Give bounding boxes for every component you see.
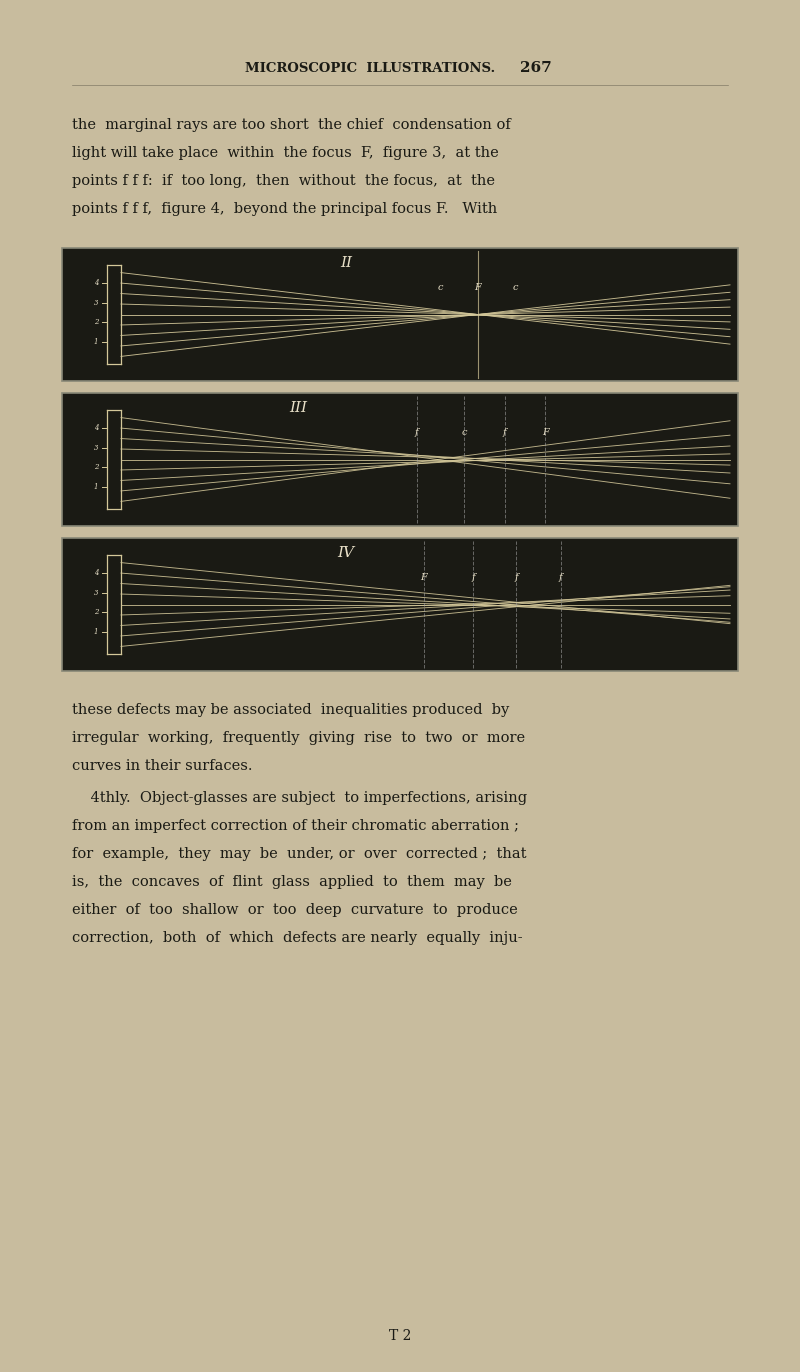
Text: F: F <box>474 284 481 292</box>
Text: 3: 3 <box>94 443 98 451</box>
Text: 1: 1 <box>94 339 98 347</box>
Text: 3: 3 <box>94 299 98 306</box>
Text: 267: 267 <box>520 60 552 75</box>
Text: 4: 4 <box>94 424 98 432</box>
Text: either  of  too  shallow  or  too  deep  curvature  to  produce: either of too shallow or too deep curvat… <box>72 903 518 916</box>
Text: f: f <box>514 573 518 582</box>
Text: light will take place  within  the focus  F,  figure 3,  at the: light will take place within the focus F… <box>72 145 498 161</box>
Text: f: f <box>559 573 562 582</box>
Text: 4: 4 <box>94 568 98 576</box>
Text: 2: 2 <box>94 464 98 472</box>
Text: 1: 1 <box>94 483 98 491</box>
Text: T 2: T 2 <box>389 1329 411 1343</box>
Text: 4thly.  Object-glasses are subject  to imperfections, arising: 4thly. Object-glasses are subject to imp… <box>72 792 527 805</box>
Text: these defects may be associated  inequalities produced  by: these defects may be associated inequali… <box>72 702 510 718</box>
Text: MICROSCOPIC  ILLUSTRATIONS.: MICROSCOPIC ILLUSTRATIONS. <box>245 62 495 74</box>
Text: from an imperfect correction of their chromatic aberration ;: from an imperfect correction of their ch… <box>72 819 519 833</box>
Text: III: III <box>290 401 308 414</box>
Text: F: F <box>420 573 427 582</box>
Text: c: c <box>512 284 518 292</box>
Text: irregular  working,  frequently  giving  rise  to  two  or  more: irregular working, frequently giving ris… <box>72 731 525 745</box>
Text: 2: 2 <box>94 608 98 616</box>
Text: points f f f,  figure 4,  beyond the principal focus F.   With: points f f f, figure 4, beyond the princ… <box>72 202 498 215</box>
Text: is,  the  concaves  of  flint  glass  applied  to  them  may  be: is, the concaves of flint glass applied … <box>72 875 512 889</box>
Text: IV: IV <box>338 546 354 560</box>
Bar <box>62 538 738 671</box>
Text: 3: 3 <box>94 589 98 597</box>
Text: f: f <box>503 428 506 438</box>
Text: c: c <box>462 428 467 438</box>
Text: c: c <box>438 284 443 292</box>
Bar <box>62 248 738 381</box>
Text: f: f <box>471 573 475 582</box>
Text: F: F <box>542 428 549 438</box>
Text: points f f f:  if  too long,  then  without  the focus,  at  the: points f f f: if too long, then without … <box>72 174 495 188</box>
Text: 1: 1 <box>94 628 98 637</box>
Text: 4: 4 <box>94 279 98 287</box>
Bar <box>62 392 738 525</box>
Text: curves in their surfaces.: curves in their surfaces. <box>72 759 253 772</box>
Text: correction,  both  of  which  defects are nearly  equally  inju-: correction, both of which defects are ne… <box>72 932 522 945</box>
Text: f: f <box>415 428 418 438</box>
Text: II: II <box>340 257 352 270</box>
Text: for  example,  they  may  be  under, or  over  corrected ;  that: for example, they may be under, or over … <box>72 847 526 862</box>
Text: the  marginal rays are too short  the chief  condensation of: the marginal rays are too short the chie… <box>72 118 510 132</box>
Text: 2: 2 <box>94 318 98 327</box>
